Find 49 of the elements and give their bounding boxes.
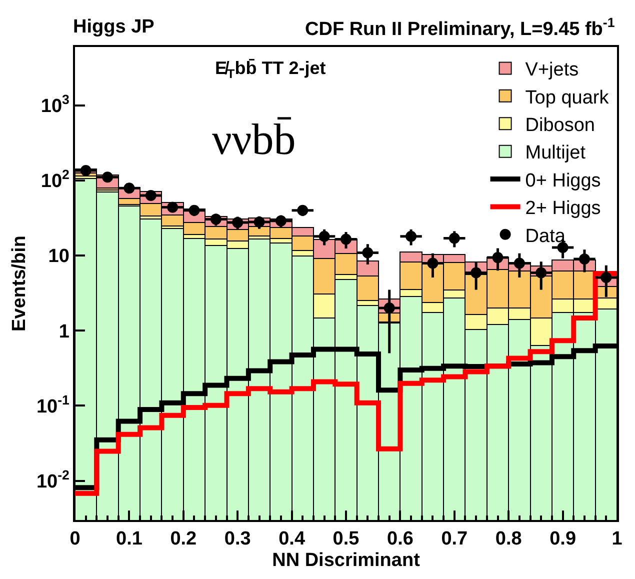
x-tick-label: 0.4	[278, 528, 306, 550]
x-tick-label: 0.8	[495, 528, 522, 550]
annotation: ννbb̄	[212, 115, 296, 164]
point	[318, 230, 330, 242]
x-tick-label: 0	[70, 528, 80, 550]
point	[254, 216, 265, 228]
point	[557, 242, 568, 253]
x-tick-label: 0.1	[116, 528, 143, 550]
annotation: E̸$_{T}$bb̄ TT 2-jet	[215, 58, 326, 81]
point	[406, 230, 417, 242]
y-tick-label: 10	[48, 246, 70, 268]
x-tick-label: 0.5	[332, 528, 360, 550]
y-tick-label: 10$^{2}$	[40, 167, 70, 192]
y-axis-title: Events/bin	[8, 235, 30, 332]
point	[578, 253, 590, 264]
legend-label: V+jets	[525, 60, 579, 81]
point	[80, 164, 92, 176]
point	[448, 232, 460, 244]
x-tick-label: 0.2	[170, 528, 197, 550]
point	[297, 204, 308, 216]
point	[600, 272, 612, 283]
x-tick-label: 0.3	[224, 528, 251, 550]
x-tick-label: 0.9	[550, 528, 576, 550]
point	[232, 216, 244, 228]
chart-title: Higgs JP	[73, 16, 155, 38]
x-axis-title: NN Discriminant	[272, 550, 421, 571]
point	[536, 267, 547, 278]
legend-label: Top quark	[525, 87, 610, 108]
y-tick-label: 10$^{3}$	[40, 92, 70, 118]
point	[210, 214, 222, 225]
y-tick-label: 10$^{-1}$	[36, 392, 70, 418]
y-tick-label: 10$^{-2}$	[36, 467, 70, 492]
x-tick-label: 0.6	[386, 528, 414, 550]
y-tick-label: 1	[58, 321, 70, 342]
point	[514, 258, 525, 269]
point	[340, 234, 352, 245]
x-tick-label: 0.7	[441, 528, 468, 550]
chart-subtitle: CDF Run II Preliminary, L=9.45 fb$^{-1}$	[305, 15, 616, 40]
legend-label: 2+ Higgs	[525, 198, 601, 220]
legend-label: 0+ Higgs	[525, 170, 601, 192]
legend-label: Diboson	[525, 115, 596, 136]
point	[470, 267, 482, 278]
point	[275, 215, 286, 226]
point	[362, 247, 374, 258]
x-tick-label: 1	[612, 528, 623, 550]
legend-label: Multijet	[525, 142, 586, 164]
point	[427, 258, 438, 269]
legend-label: Data	[525, 226, 566, 247]
point	[124, 182, 135, 194]
